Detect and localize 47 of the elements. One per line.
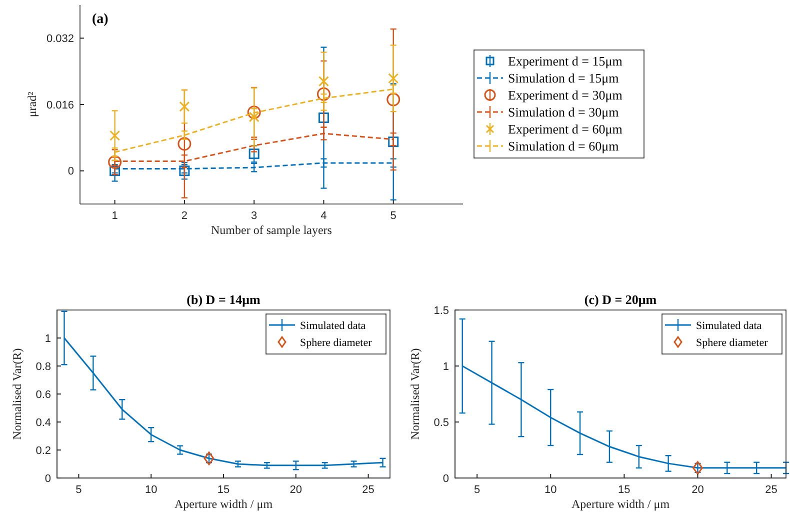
y-tick-label: 0.2 <box>36 444 51 457</box>
y-axis-title: μrad² <box>25 91 39 118</box>
x-tick-label: 25 <box>362 484 374 496</box>
legend-label: Experiment d = 30μm <box>508 88 622 103</box>
legend-label: Simulated data <box>696 320 762 332</box>
x-tick-label: 10 <box>144 484 158 496</box>
x-tick-label: 1 <box>112 210 118 222</box>
y-axis-title: Normalised Var(R) <box>10 348 24 440</box>
y-tick-label: 0.6 <box>36 388 51 401</box>
x-tick-label: 20 <box>290 484 302 496</box>
x-tick-label: 25 <box>765 484 778 496</box>
legend-label: Simulated data <box>300 320 366 332</box>
legend-label: Sphere diameter <box>696 336 768 349</box>
x-tick-label: 20 <box>692 484 704 496</box>
y-tick-label: 1 <box>44 332 51 345</box>
x-tick-label: 4 <box>320 210 327 222</box>
y-axis-title: Normalised Var(R) <box>408 348 422 440</box>
y-tick-label: 0 <box>44 472 51 485</box>
legend-label: Experiment d = 15μm <box>508 54 622 69</box>
x-tick-label: 15 <box>217 484 230 496</box>
y-tick-label: 1 <box>442 360 449 373</box>
x-axis-title: Number of sample layers <box>211 223 332 237</box>
x-tick-label: 3 <box>251 210 258 222</box>
y-tick-label: 0.032 <box>46 33 74 46</box>
legend-label: Sphere diameter <box>300 336 372 349</box>
chart-title: (b) D = 14μm <box>186 292 260 307</box>
legend-label: Experiment d = 60μm <box>508 122 622 137</box>
y-tick-label: 0.8 <box>36 360 51 373</box>
x-axis-title: Aperture width / μm <box>174 497 274 511</box>
x-axis-title: Aperture width / μm <box>571 497 670 511</box>
x-tick-label: 2 <box>181 210 188 222</box>
legend-label: Simulation d = 15μm <box>508 70 619 86</box>
y-tick-label: 0 <box>442 472 449 485</box>
x-tick-label: 5 <box>474 484 480 496</box>
chart-title: (c) D = 20μm <box>584 292 657 307</box>
legend-label: Simulation d = 60μm <box>508 138 619 154</box>
x-tick-label: 5 <box>76 484 82 496</box>
x-tick-label: 10 <box>544 484 557 496</box>
y-tick-label: 0.5 <box>434 416 449 429</box>
y-tick-label: 0.016 <box>46 99 74 112</box>
y-tick-label: 0 <box>68 166 74 178</box>
y-tick-label: 0.4 <box>36 416 51 429</box>
y-tick-label: 1.5 <box>434 304 449 317</box>
text: (a) <box>92 12 109 27</box>
legend-label: Simulation d = 30μm <box>508 104 619 120</box>
x-tick-label: 15 <box>618 484 630 496</box>
x-tick-label: 5 <box>390 210 396 222</box>
